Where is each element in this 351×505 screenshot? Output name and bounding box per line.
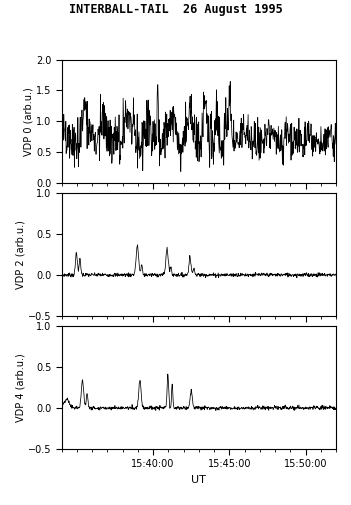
Y-axis label: VDP 0 (arb.u.): VDP 0 (arb.u.) bbox=[23, 87, 33, 156]
Y-axis label: VDP 2 (arb.u.): VDP 2 (arb.u.) bbox=[15, 220, 25, 289]
Y-axis label: VDP 4 (arb.u.): VDP 4 (arb.u.) bbox=[15, 353, 25, 422]
X-axis label: UT: UT bbox=[191, 475, 206, 485]
Text: INTERBALL-TAIL  26 August 1995: INTERBALL-TAIL 26 August 1995 bbox=[69, 3, 282, 16]
